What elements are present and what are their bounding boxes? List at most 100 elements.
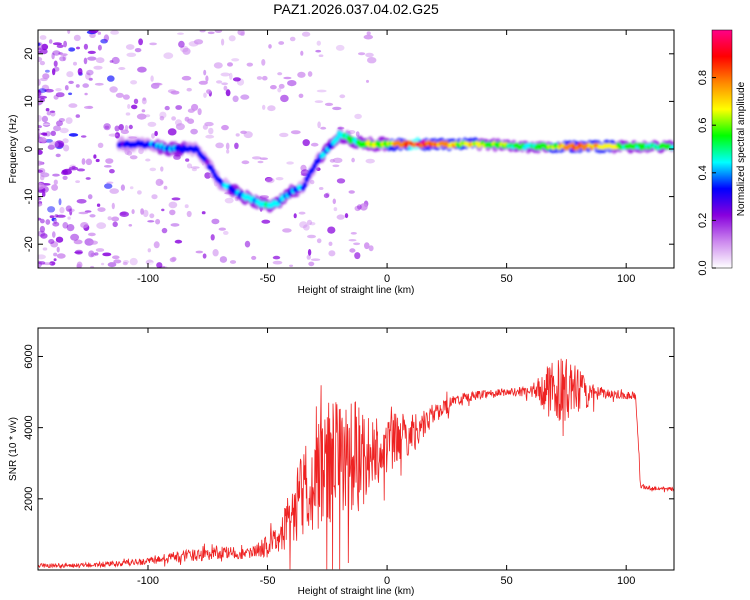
spectrogram-noise-blob [38,254,46,260]
spectrogram-noise-blob [290,130,301,135]
spectrogram-noise-blob [332,164,340,168]
spectrogram-noise-blob [48,239,55,244]
spectrogram-noise-blob [353,242,361,246]
spectrogram-noise-blob [51,52,55,60]
spectrogram-noise-blob [149,167,157,172]
snr-frame [37,327,675,571]
spectrogram-noise-blob [221,38,225,46]
spectrogram-noise-blob [145,158,151,162]
spectrogram-noise-blob [223,85,228,91]
snr-series-line [38,358,674,570]
spectrogram-noise-blob [149,42,158,46]
spectrogram-noise-blob [73,239,83,245]
y-tick-label: 2000 [23,487,35,511]
spectrogram-noise-blob [62,175,68,180]
spectrogram-noise-blob [52,42,63,46]
spectrogram-noise-blob [207,31,215,35]
spectrogram-noise-blob [53,258,57,262]
spectrogram-noise-blob [203,92,207,98]
track-core [302,182,308,188]
spectrogram-noise-blob [163,185,168,190]
track-core [204,159,210,165]
spectrogram-noise-blob [229,260,237,264]
spectrogram-noise-blob [56,214,66,218]
colorbar-tick-label: 0.8 [697,70,709,85]
spectrogram-noise-blob [193,39,204,45]
spectrogram-noise-blob [62,54,67,61]
spectrogram-noise-blob [171,256,177,262]
spectrogram-noise-blob [112,221,118,228]
spectrogram-noise-blob [71,264,76,268]
spectrogram-noise-blob [101,262,105,266]
spectrogram-noise-blob [39,60,46,66]
spectrogram-noise-blob [187,108,195,113]
snr-x-label: Height of straight line (km) [298,586,415,597]
spectrogram-noise [38,30,377,268]
spectrogram-noise-blob [354,113,362,120]
spectrogram-noise-blob [333,207,338,212]
spectrogram-noise-blob [93,154,97,159]
spectrogram-noise-blob [44,139,53,143]
spectrogram-noise-blob [327,226,336,234]
spectrogram-noise-blob [75,180,80,184]
spectrogram-noise-blob [89,240,98,245]
spectrogram-noise-blob [103,165,112,168]
spectrogram-noise-blob [66,71,74,78]
spectrogram-noise-blob [324,102,334,106]
spectrogram-noise-blob [153,241,160,249]
x-tick-label: 0 [384,273,390,285]
spectrogram-noise-blob [354,205,361,212]
spectrogram-noise-blob [38,78,41,86]
spectrogram-noise-blob [142,209,149,218]
spectrogram-noise-blob [111,202,115,210]
spectrogram-noise-blob [368,245,374,252]
spectrogram-noise-blob [38,261,46,265]
spectrogram-noise-blob [149,213,155,219]
spectrogram-noise-blob [67,216,71,220]
spectrogram-noise-blob [124,124,129,132]
spectrogram-noise-blob [120,184,125,191]
spectrogram-noise-blob [69,164,76,169]
spectrogram-noise-blob [307,234,316,239]
spectrogram-noise-blob [122,261,128,266]
spectrogram-noise-blob [97,44,102,51]
spectrogram-noise-blob [142,97,146,101]
spectrogram-noise-blob [198,80,208,85]
spectrogram-noise-blob [297,71,306,78]
spectrogram-noise-blob [38,56,43,63]
spectrogram-noise-blob [52,221,60,227]
spectrogram-noise-blob [129,186,134,190]
spectrogram-noise-blob [332,157,343,163]
spectrogram-noise-blob [175,123,185,131]
spectrogram-noise-blob [332,106,342,111]
spectrogram-noise-blob [52,50,61,56]
spectrogram-noise-blob [298,93,304,99]
spectrogram-noise-blob [76,168,86,172]
spectrogram-noise-blob [68,133,79,137]
spectrogram-noise-blob [227,62,233,67]
x-tick-label: -100 [137,273,159,285]
spectrogram-noise-blob [53,179,58,185]
spectrogram-noise-blob [336,178,346,184]
spectrogram-noise-blob [60,53,68,56]
spectrogram-noise-blob [64,85,69,91]
spectrogram-noise-blob [88,77,93,81]
spectrogram-noise-blob [40,233,48,239]
snr-panel: -100 -50 0 50 100 2000 4000 6000 Height of str… [8,327,675,597]
spectrogram-noise-blob [147,121,157,127]
x-tick-label: 50 [501,575,513,587]
spectrogram-noise-blob [277,87,282,93]
spectrogram-noise-blob [156,262,163,268]
spectrogram-noise-blob [236,177,245,185]
spectrogram-noise-blob [84,92,88,96]
spectrogram-noise-blob [131,209,135,215]
spectrogram-noise-blob [62,222,69,229]
spectrogram-noise-blob [87,194,93,200]
spectrogram-noise-blob [95,57,105,64]
spectrogram-noise-blob [94,252,99,256]
spectrogram-noise-blob [53,125,61,132]
spectrogram-noise-blob [107,75,115,82]
spectrogram-noise-blob [38,42,41,46]
spectrogram-noise-blob [58,118,65,122]
